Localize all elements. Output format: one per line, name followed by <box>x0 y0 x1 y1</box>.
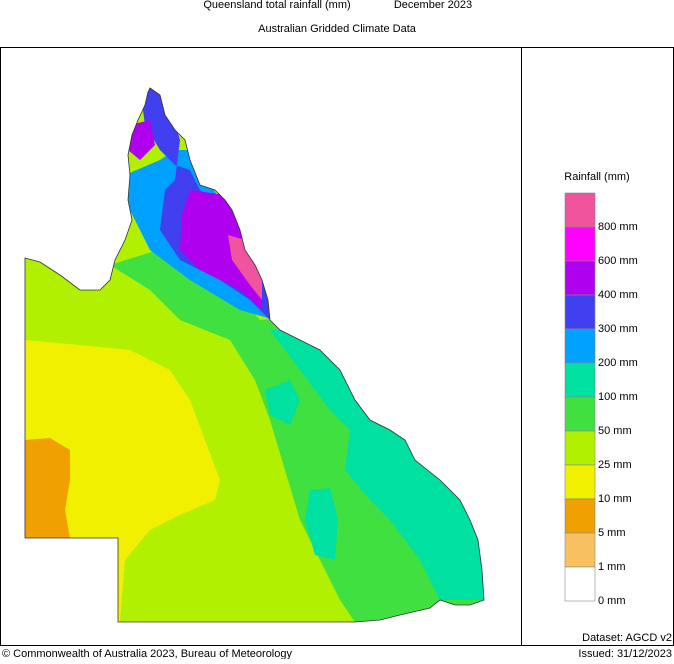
zone <box>128 120 155 160</box>
legend-swatch <box>564 464 596 500</box>
legend-label: 50 mm <box>598 425 632 437</box>
legend-label: 5 mm <box>598 527 626 539</box>
legend-label: 200 mm <box>598 357 638 369</box>
legend-swatch <box>564 362 596 398</box>
legend-swatch <box>564 430 596 466</box>
legend-label: 25 mm <box>598 459 632 471</box>
title: Queensland total rainfall (mm) <box>203 0 350 11</box>
zone <box>25 438 70 538</box>
legend-swatch <box>564 192 596 228</box>
legend-swatch <box>564 260 596 296</box>
legend-label: 0 mm <box>598 595 626 607</box>
issued: Issued: 31/12/2023 <box>578 648 672 659</box>
legend-swatch <box>564 294 596 330</box>
legend-label: 1 mm <box>598 561 626 573</box>
subtitle: Australian Gridded Climate Data <box>258 23 417 35</box>
legend-swatch <box>564 328 596 364</box>
zone <box>180 190 262 310</box>
legend-swatch <box>564 396 596 432</box>
zone <box>265 380 300 425</box>
legend-label: 600 mm <box>598 255 638 267</box>
state-outline <box>24 87 485 623</box>
legend-label: 400 mm <box>598 289 638 301</box>
zone <box>305 488 338 560</box>
copyright: © Commonwealth of Australia 2023, Bureau… <box>2 648 292 659</box>
rainfall-map <box>25 88 484 622</box>
legend-label: 800 mm <box>598 221 638 233</box>
legend-title: Rainfall (mm) <box>564 171 629 183</box>
legend-label: 300 mm <box>598 323 638 335</box>
legend-swatch <box>564 226 596 262</box>
legend-swatch <box>564 498 596 534</box>
legend-label: 100 mm <box>598 391 638 403</box>
zone <box>228 235 262 300</box>
legend: 800 mm 600 mm 400 mm 300 mm 200 mm 100 mm 50 m… <box>564 192 638 607</box>
period: December 2023 <box>394 0 472 11</box>
legend-label: 10 mm <box>598 493 632 505</box>
legend-swatch <box>564 532 596 568</box>
dataset: Dataset: AGCD v2 <box>582 632 672 644</box>
legend-swatch <box>564 566 596 602</box>
